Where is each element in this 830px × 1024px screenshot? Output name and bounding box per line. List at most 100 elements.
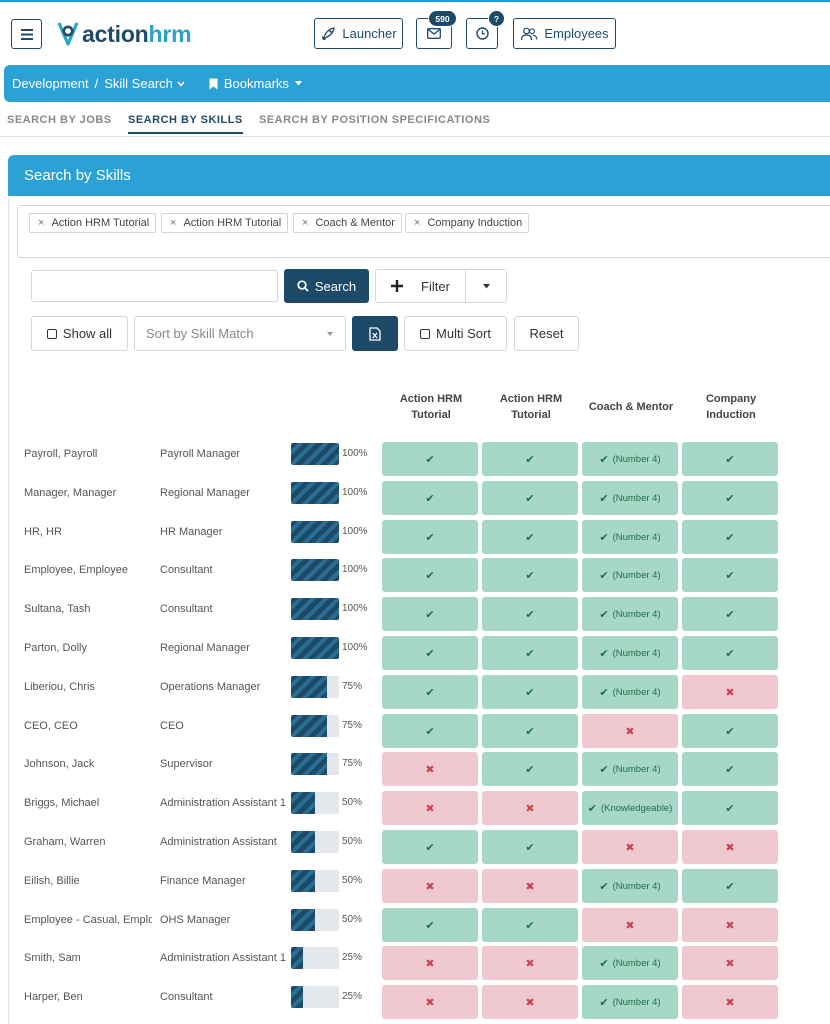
skill-missing-cell[interactable]: ✖: [382, 752, 478, 786]
employee-name[interactable]: Payroll, Payroll: [24, 448, 98, 460]
skill-match-cell[interactable]: ✔: [382, 714, 478, 748]
skill-missing-cell[interactable]: ✖: [482, 869, 578, 903]
skill-missing-cell[interactable]: ✖: [382, 791, 478, 825]
export-excel-button[interactable]: [352, 316, 398, 351]
skill-match-cell[interactable]: ✔ (Knowledgeable): [582, 791, 678, 825]
search-button[interactable]: Search: [284, 269, 369, 303]
breadcrumb-development[interactable]: Development: [12, 76, 89, 91]
skill-match-cell[interactable]: ✔: [482, 442, 578, 476]
filter-dropdown-toggle[interactable]: [465, 269, 507, 303]
app-logo[interactable]: actionhrm: [57, 17, 192, 51]
skill-match-cell[interactable]: ✔: [382, 597, 478, 631]
column-header-skill[interactable]: Coach & Mentor: [588, 401, 674, 413]
show-all-toggle[interactable]: Show all: [31, 316, 128, 351]
skill-match-cell[interactable]: ✔ (Number 4): [582, 675, 678, 709]
skill-match-cell[interactable]: ✔: [482, 597, 578, 631]
skill-missing-cell[interactable]: ✖: [682, 946, 778, 980]
skill-missing-cell[interactable]: ✖: [582, 830, 678, 864]
skill-missing-cell[interactable]: ✖: [482, 791, 578, 825]
reset-button[interactable]: Reset: [514, 316, 579, 351]
remove-tag-icon[interactable]: ×: [302, 217, 309, 229]
skill-match-cell[interactable]: ✔: [482, 714, 578, 748]
skill-match-cell[interactable]: ✔ (Number 4): [582, 442, 678, 476]
column-header-skill[interactable]: Action HRM Tutorial: [399, 393, 463, 421]
skill-missing-cell[interactable]: ✖: [682, 908, 778, 942]
skill-missing-cell[interactable]: ✖: [382, 946, 478, 980]
skill-match-cell[interactable]: ✔: [382, 558, 478, 592]
skill-match-cell[interactable]: ✔: [482, 752, 578, 786]
tab-search-by-position-specifications[interactable]: SEARCH BY POSITION SPECIFICATIONS: [259, 114, 491, 126]
bookmarks-menu[interactable]: Bookmarks: [209, 76, 302, 91]
search-input[interactable]: [31, 270, 278, 302]
skill-match-cell[interactable]: ✔: [482, 830, 578, 864]
skill-match-cell[interactable]: ✔: [382, 675, 478, 709]
skill-match-cell[interactable]: ✔: [682, 597, 778, 631]
skill-tag[interactable]: × Action HRM Tutorial: [161, 213, 289, 233]
skill-match-cell[interactable]: ✔: [482, 636, 578, 670]
remove-tag-icon[interactable]: ×: [38, 217, 45, 229]
help-badge[interactable]: ?: [488, 10, 505, 27]
employee-name[interactable]: CEO, CEO: [24, 720, 78, 732]
employee-name[interactable]: Manager, Manager: [24, 487, 117, 499]
breadcrumb-skill-search[interactable]: Skill Search: [104, 76, 185, 91]
skill-missing-cell[interactable]: ✖: [682, 675, 778, 709]
skill-match-cell[interactable]: ✔: [682, 791, 778, 825]
skill-match-cell[interactable]: ✔: [682, 558, 778, 592]
skill-match-cell[interactable]: ✔: [482, 558, 578, 592]
skill-tag[interactable]: × Action HRM Tutorial: [29, 213, 157, 233]
skills-select-box[interactable]: × Action HRM Tutorial × Action HRM Tutoria…: [17, 205, 830, 258]
multi-sort-toggle[interactable]: Multi Sort: [404, 316, 507, 351]
remove-tag-icon[interactable]: ×: [170, 217, 177, 229]
skill-match-cell[interactable]: ✔ (Number 4): [582, 558, 678, 592]
column-header-skill[interactable]: Company Induction: [705, 393, 757, 421]
skill-match-cell[interactable]: ✔: [682, 636, 778, 670]
employees-button[interactable]: Employees: [513, 18, 616, 49]
employee-name[interactable]: HR, HR: [24, 526, 62, 538]
skill-missing-cell[interactable]: ✖: [582, 714, 678, 748]
skill-match-cell[interactable]: ✔: [382, 636, 478, 670]
skill-missing-cell[interactable]: ✖: [482, 985, 578, 1019]
employee-name[interactable]: Eilish, Billie: [24, 875, 80, 887]
remove-tag-icon[interactable]: ×: [414, 217, 421, 229]
filter-button[interactable]: Filter: [375, 269, 466, 303]
skill-match-cell[interactable]: ✔: [482, 481, 578, 515]
skill-match-cell[interactable]: ✔: [682, 520, 778, 554]
skill-tag[interactable]: × Coach & Mentor: [293, 213, 402, 233]
tab-search-by-skills[interactable]: SEARCH BY SKILLS: [128, 114, 243, 134]
skill-tag[interactable]: × Company Induction: [405, 213, 530, 233]
skill-match-cell[interactable]: ✔ (Number 4): [582, 985, 678, 1019]
skill-match-cell[interactable]: ✔: [382, 481, 478, 515]
launcher-button[interactable]: Launcher: [314, 18, 403, 49]
skill-missing-cell[interactable]: ✖: [682, 985, 778, 1019]
skill-missing-cell[interactable]: ✖: [382, 985, 478, 1019]
employee-name[interactable]: Graham, Warren: [24, 836, 106, 848]
skill-match-cell[interactable]: ✔ (Number 4): [582, 597, 678, 631]
employee-name[interactable]: Harper, Ben: [24, 991, 83, 1003]
skill-match-cell[interactable]: ✔: [382, 442, 478, 476]
skill-match-cell[interactable]: ✔: [482, 675, 578, 709]
employee-name[interactable]: Employee - Casual, Employ: [24, 914, 152, 926]
skill-match-cell[interactable]: ✔: [682, 714, 778, 748]
skill-match-cell[interactable]: ✔ (Number 4): [582, 752, 678, 786]
employee-name[interactable]: Parton, Dolly: [24, 642, 87, 654]
employee-name[interactable]: Briggs, Michael: [24, 797, 100, 809]
skill-match-cell[interactable]: ✔ (Number 4): [582, 636, 678, 670]
employee-name[interactable]: Employee, Employee: [24, 564, 128, 576]
employee-name[interactable]: Liberiou, Chris: [24, 681, 95, 693]
skill-missing-cell[interactable]: ✖: [582, 908, 678, 942]
skill-match-cell[interactable]: ✔ (Number 4): [582, 946, 678, 980]
skill-match-cell[interactable]: ✔ (Number 4): [582, 869, 678, 903]
skill-match-cell[interactable]: ✔: [682, 442, 778, 476]
skill-missing-cell[interactable]: ✖: [482, 946, 578, 980]
skill-match-cell[interactable]: ✔: [382, 830, 478, 864]
skill-match-cell[interactable]: ✔: [382, 520, 478, 554]
employee-name[interactable]: Sultana, Tash: [24, 603, 91, 615]
skill-match-cell[interactable]: ✔: [382, 908, 478, 942]
employee-name[interactable]: Smith, Sam: [24, 952, 81, 964]
skill-missing-cell[interactable]: ✖: [682, 830, 778, 864]
column-header-skill[interactable]: Action HRM Tutorial: [499, 393, 563, 421]
skill-match-cell[interactable]: ✔: [682, 481, 778, 515]
skill-match-cell[interactable]: ✔ (Number 4): [582, 520, 678, 554]
sort-select[interactable]: Sort by Skill Match: [134, 316, 346, 351]
tab-search-by-jobs[interactable]: SEARCH BY JOBS: [7, 114, 112, 126]
